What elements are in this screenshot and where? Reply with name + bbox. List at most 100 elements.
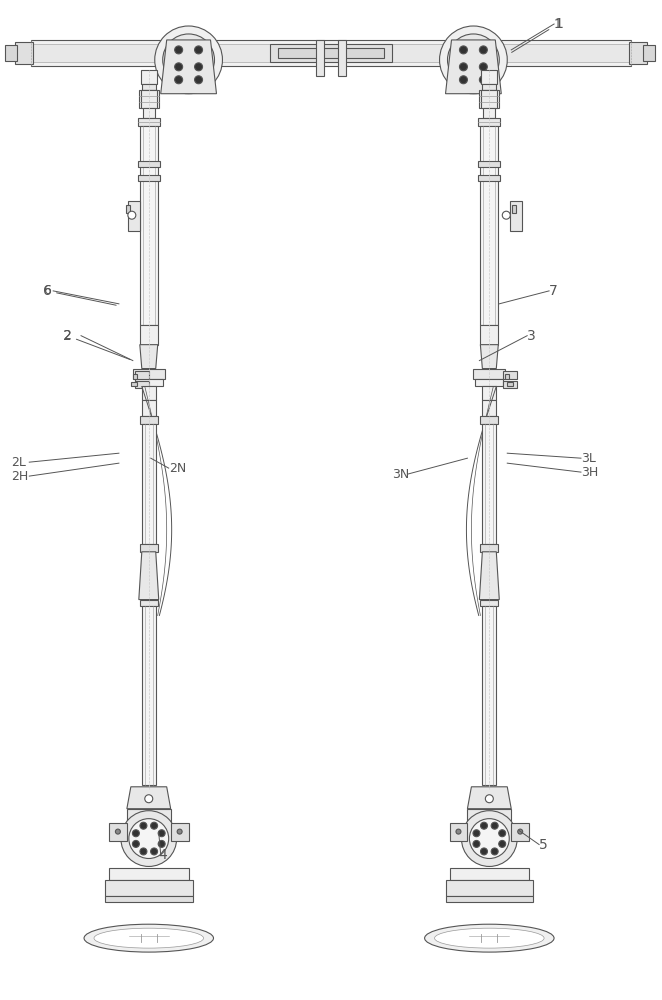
Circle shape xyxy=(491,822,498,829)
Text: 2L: 2L xyxy=(0,999,1,1000)
Circle shape xyxy=(177,829,182,834)
Bar xyxy=(142,424,156,544)
Circle shape xyxy=(128,211,136,219)
Bar xyxy=(479,161,500,167)
Polygon shape xyxy=(467,787,511,809)
Circle shape xyxy=(158,830,165,837)
Bar xyxy=(142,606,156,785)
Text: 7: 7 xyxy=(549,284,558,298)
Circle shape xyxy=(151,848,158,855)
Text: 2: 2 xyxy=(63,329,72,343)
Circle shape xyxy=(498,830,506,837)
Text: 6: 6 xyxy=(43,284,116,305)
Bar xyxy=(270,44,392,62)
Bar xyxy=(142,84,156,90)
Bar xyxy=(31,44,631,62)
Bar xyxy=(135,379,163,386)
Bar xyxy=(142,386,156,400)
Bar xyxy=(483,424,496,544)
Bar xyxy=(512,205,516,213)
Bar xyxy=(278,48,384,58)
Circle shape xyxy=(175,46,183,54)
Circle shape xyxy=(469,819,509,858)
Circle shape xyxy=(481,822,487,829)
Bar xyxy=(142,400,156,416)
Bar xyxy=(133,369,165,379)
Circle shape xyxy=(115,829,120,834)
Text: 2H: 2H xyxy=(0,999,1,1000)
Bar xyxy=(483,400,496,416)
Bar xyxy=(507,382,513,386)
Bar xyxy=(31,40,631,66)
Bar xyxy=(126,205,130,213)
Circle shape xyxy=(158,840,165,847)
Bar xyxy=(138,175,160,181)
Circle shape xyxy=(479,63,487,71)
Polygon shape xyxy=(161,40,216,94)
Bar xyxy=(143,108,155,118)
Ellipse shape xyxy=(94,928,203,948)
Bar xyxy=(140,126,158,325)
Circle shape xyxy=(459,63,467,71)
Circle shape xyxy=(163,34,214,86)
Circle shape xyxy=(448,34,499,86)
Bar xyxy=(481,416,498,424)
Bar xyxy=(5,45,17,61)
Polygon shape xyxy=(140,345,158,369)
Bar xyxy=(510,201,522,231)
Bar xyxy=(483,386,496,400)
Bar xyxy=(131,382,137,386)
Bar xyxy=(140,416,158,424)
Circle shape xyxy=(151,822,158,829)
Circle shape xyxy=(502,211,510,219)
Bar xyxy=(467,809,511,823)
Text: 2H: 2H xyxy=(11,470,28,483)
Polygon shape xyxy=(127,787,171,809)
Bar xyxy=(481,600,498,606)
Circle shape xyxy=(140,822,147,829)
Circle shape xyxy=(473,830,480,837)
Bar xyxy=(629,42,647,64)
Circle shape xyxy=(456,829,461,834)
Polygon shape xyxy=(446,40,501,94)
Bar xyxy=(171,823,189,841)
Bar xyxy=(127,809,171,823)
Bar xyxy=(479,118,500,126)
Bar xyxy=(511,823,529,841)
Text: 3N: 3N xyxy=(392,468,409,481)
Bar xyxy=(133,374,137,379)
Bar xyxy=(449,868,529,880)
Circle shape xyxy=(121,811,177,866)
Circle shape xyxy=(175,76,183,84)
Text: 5: 5 xyxy=(539,838,548,852)
Circle shape xyxy=(155,26,222,94)
Ellipse shape xyxy=(84,924,214,952)
Circle shape xyxy=(459,76,467,84)
Circle shape xyxy=(440,26,507,94)
Text: 2N: 2N xyxy=(169,462,186,475)
Bar xyxy=(503,381,517,388)
Text: 2L: 2L xyxy=(11,456,26,469)
Circle shape xyxy=(479,46,487,54)
Bar xyxy=(141,90,157,108)
Text: 6: 6 xyxy=(43,284,52,298)
Bar xyxy=(109,823,127,841)
Text: 3: 3 xyxy=(527,329,536,343)
Bar xyxy=(139,90,159,108)
Circle shape xyxy=(145,795,153,803)
Bar xyxy=(503,371,517,379)
Text: 3L: 3L xyxy=(581,452,596,465)
Circle shape xyxy=(498,840,506,847)
Bar xyxy=(135,371,149,379)
Polygon shape xyxy=(479,552,499,600)
Circle shape xyxy=(132,840,140,847)
Text: 2: 2 xyxy=(63,329,130,360)
Bar xyxy=(316,40,324,76)
Bar xyxy=(140,544,158,552)
Bar xyxy=(505,374,509,379)
Bar xyxy=(446,896,533,902)
Bar xyxy=(483,84,496,90)
Circle shape xyxy=(195,63,203,71)
Bar xyxy=(141,70,157,84)
Bar xyxy=(446,880,533,896)
